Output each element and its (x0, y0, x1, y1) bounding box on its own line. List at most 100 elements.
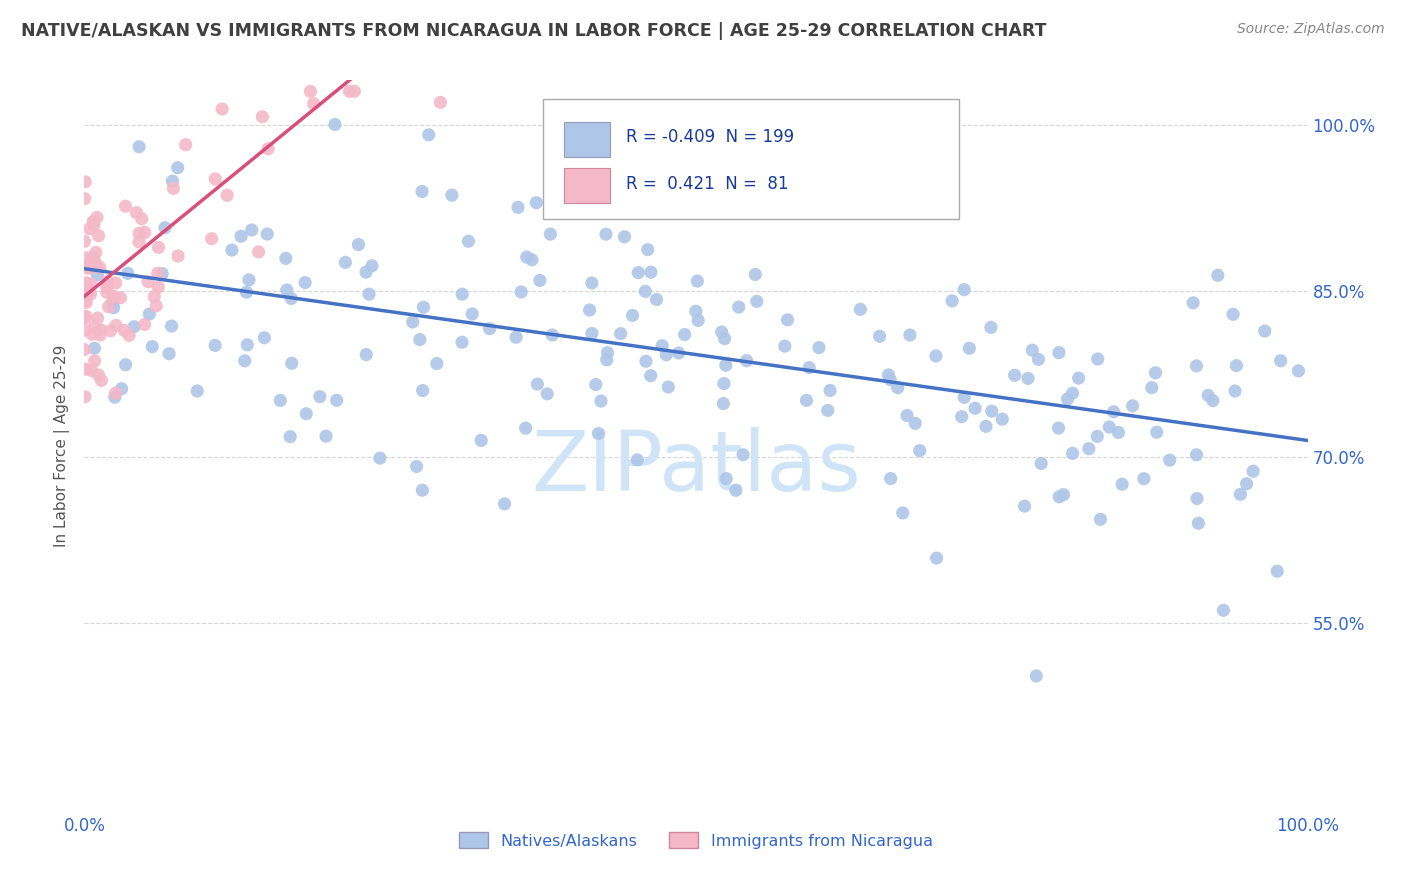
Point (1111, 477, 1133, 491)
Point (1144, 366, 1167, 380)
Point (1017, 371, 1039, 385)
Point (1140, 381, 1163, 395)
Point (1229, 487, 1251, 501)
Point (236, 338, 259, 352)
Point (478, 321, 501, 335)
Point (76, 260, 98, 275)
Point (581, 276, 603, 290)
Point (1056, 392, 1078, 406)
Point (240, 223, 263, 237)
Point (295, 407, 318, 421)
Point (105, 318, 128, 333)
Point (686, 274, 709, 288)
Point (541, 328, 564, 343)
Point (1187, 516, 1209, 531)
Point (114, 358, 136, 372)
Point (596, 345, 619, 359)
Point (323, 118, 346, 132)
Point (73, 234, 96, 248)
Point (980, 320, 1002, 334)
Point (274, 252, 297, 266)
Point (588, 426, 610, 441)
Point (457, 234, 479, 248)
Point (1047, 345, 1070, 359)
Point (75, 287, 97, 301)
Point (75, 251, 97, 265)
Point (1087, 351, 1109, 366)
Point (405, 459, 427, 474)
Point (807, 199, 830, 213)
Point (980, 404, 1002, 418)
Point (97, 275, 120, 289)
Point (87, 228, 110, 243)
Point (796, 393, 818, 408)
Point (744, 268, 766, 282)
Point (101, 294, 124, 309)
Point (879, 472, 901, 486)
Point (1185, 359, 1208, 373)
Point (506, 200, 529, 214)
Point (83, 319, 105, 334)
FancyBboxPatch shape (543, 99, 959, 219)
Bar (564, 168, 610, 203)
Point (735, 353, 758, 368)
Point (103, 290, 125, 304)
Point (276, 283, 298, 297)
Point (536, 387, 558, 401)
Point (174, 137, 197, 152)
Point (347, 237, 370, 252)
Point (75, 310, 97, 324)
Point (645, 293, 668, 307)
Point (711, 396, 734, 410)
Point (538, 227, 561, 241)
Point (82, 327, 104, 342)
Point (904, 417, 927, 431)
Point (357, 287, 380, 301)
Point (86, 310, 108, 325)
Point (1197, 388, 1219, 402)
Point (578, 303, 600, 318)
Point (141, 340, 163, 354)
Point (79, 261, 101, 276)
Point (1185, 491, 1208, 506)
Point (1122, 399, 1144, 413)
Point (879, 372, 901, 386)
Point (252, 110, 274, 124)
Point (368, 451, 391, 466)
Point (1062, 386, 1084, 401)
Point (217, 188, 239, 202)
Point (235, 285, 257, 300)
Point (339, 84, 361, 98)
Point (299, 84, 322, 98)
Point (122, 319, 145, 334)
Point (75, 310, 97, 325)
Point (429, 95, 451, 110)
Point (745, 294, 768, 309)
Text: R = -0.409  N = 199: R = -0.409 N = 199 (626, 128, 794, 146)
Point (596, 352, 619, 367)
Point (1265, 564, 1288, 578)
Point (1062, 446, 1084, 460)
Point (1090, 512, 1112, 526)
Point (1223, 384, 1246, 398)
Point (128, 227, 150, 241)
Point (128, 235, 150, 249)
Point (426, 357, 449, 371)
Point (73, 323, 96, 337)
Point (891, 506, 914, 520)
Point (280, 356, 302, 370)
Point (148, 240, 170, 254)
Point (716, 472, 738, 486)
Point (73, 281, 96, 295)
Point (595, 227, 617, 242)
Point (354, 265, 377, 279)
Point (685, 304, 707, 318)
Point (412, 384, 434, 398)
Point (510, 285, 533, 299)
Point (470, 434, 492, 448)
Point (908, 443, 931, 458)
Point (624, 192, 647, 206)
Point (799, 360, 821, 375)
Point (651, 339, 673, 353)
Point (103, 301, 125, 315)
